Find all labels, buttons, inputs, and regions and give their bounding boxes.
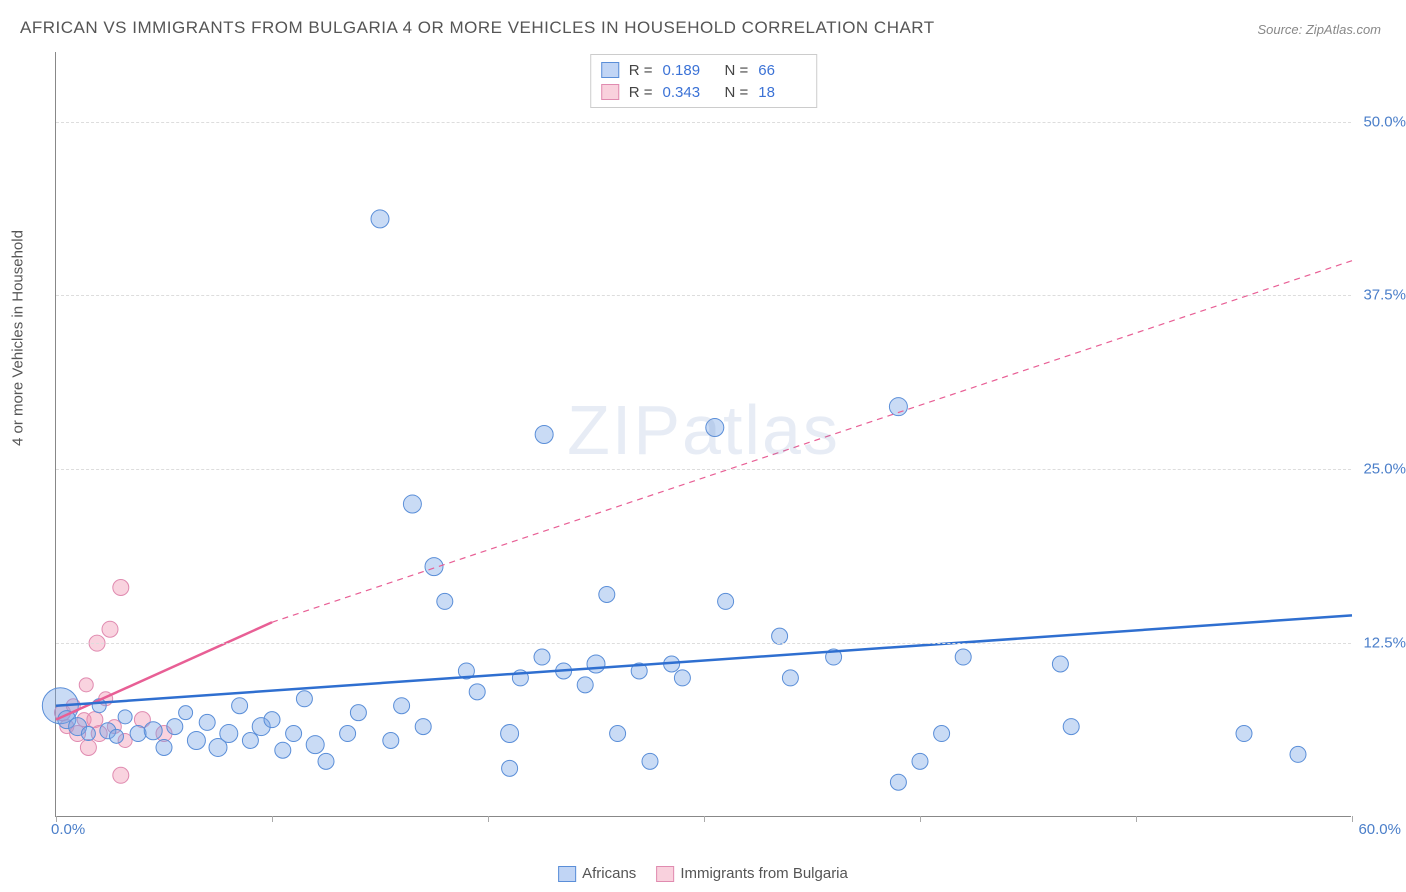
n-label: N =	[725, 62, 749, 79]
n-value-bulgaria: 18	[758, 84, 806, 101]
gridline	[56, 122, 1351, 123]
n-value-africans: 66	[758, 62, 806, 79]
x-axis-max-label: 60.0%	[1358, 821, 1401, 838]
x-tick	[920, 816, 921, 822]
stats-legend: R = 0.189 N = 66 R = 0.343 N = 18	[590, 54, 818, 108]
swatch-pink-icon	[601, 84, 619, 100]
stats-row-africans: R = 0.189 N = 66	[601, 59, 807, 81]
x-tick	[704, 816, 705, 822]
x-tick	[272, 816, 273, 822]
x-tick	[1352, 816, 1353, 822]
correlation-chart: AFRICAN VS IMMIGRANTS FROM BULGARIA 4 OR…	[0, 0, 1406, 892]
chart-title: AFRICAN VS IMMIGRANTS FROM BULGARIA 4 OR…	[20, 18, 935, 38]
swatch-blue-icon	[601, 62, 619, 78]
r-value-bulgaria: 0.343	[663, 84, 711, 101]
x-axis-min-label: 0.0%	[51, 821, 85, 838]
plot-svg	[56, 52, 1351, 816]
bottom-legend: Africans Immigrants from Bulgaria	[558, 865, 848, 882]
plot-area: ZIPatlas R = 0.189 N = 66 R = 0.343 N = …	[55, 52, 1351, 817]
source-attribution: Source: ZipAtlas.com	[1257, 22, 1381, 37]
r-value-africans: 0.189	[663, 62, 711, 79]
y-tick-label: 37.5%	[1363, 287, 1406, 304]
x-tick	[488, 816, 489, 822]
x-tick	[1136, 816, 1137, 822]
gridline	[56, 643, 1351, 644]
stats-row-bulgaria: R = 0.343 N = 18	[601, 81, 807, 103]
n-label: N =	[725, 84, 749, 101]
y-tick-label: 12.5%	[1363, 635, 1406, 652]
legend-label-africans: Africans	[582, 865, 636, 882]
gridline	[56, 295, 1351, 296]
swatch-pink-icon	[656, 866, 674, 882]
legend-item-africans: Africans	[558, 865, 636, 882]
r-label: R =	[629, 84, 653, 101]
x-tick	[56, 816, 57, 822]
legend-label-bulgaria: Immigrants from Bulgaria	[680, 865, 848, 882]
gridline	[56, 469, 1351, 470]
legend-item-bulgaria: Immigrants from Bulgaria	[656, 865, 848, 882]
r-label: R =	[629, 62, 653, 79]
swatch-blue-icon	[558, 866, 576, 882]
y-tick-label: 50.0%	[1363, 113, 1406, 130]
y-tick-label: 25.0%	[1363, 461, 1406, 478]
y-axis-label: 4 or more Vehicles in Household	[10, 230, 27, 446]
